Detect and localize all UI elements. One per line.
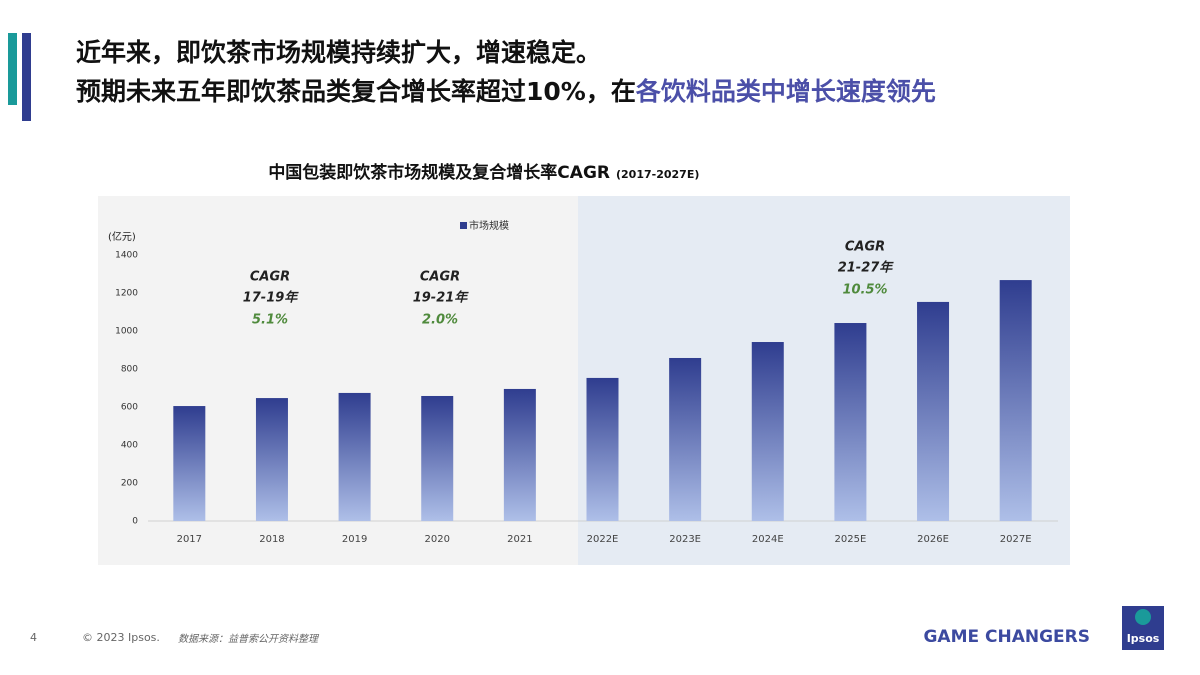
bar [173,406,206,521]
x-tick-label: 2024E [752,534,784,545]
x-tick-label: 2017 [177,534,202,545]
panel-forecast [578,196,1070,565]
bar [669,357,702,521]
headline: 近年来，即饮茶市场规模持续扩大，增速稳定。 [76,38,602,67]
bar [834,323,867,521]
annotation-label: CAGR [420,270,460,285]
x-tick-label: 2025E [835,534,867,545]
y-tick-label: 1000 [115,327,138,337]
logo-dot [1135,609,1151,625]
y-tick-label: 0 [132,517,138,527]
bar [751,342,784,521]
x-tick-label: 2020 [425,534,450,545]
headline-text: 预期未来五年即饮茶品类复合增长率超过10%，在 [76,77,636,106]
bar [999,280,1032,521]
x-tick-label: 2027E [1000,534,1032,545]
annotation-period: 19-21年 [413,290,470,306]
chart-subtitle: (2017-2027E) [616,168,699,181]
source: 数据来源：益普索公开资料整理 [178,633,320,645]
x-tick-label: 2021 [507,534,532,545]
headline: 预期未来五年即饮茶品类复合增长率超过10%，在各饮料品类中增长速度领先 [76,72,936,108]
x-tick-label: 2019 [342,534,367,545]
legend-swatch [460,222,467,229]
legend-label: 市场规模 [469,219,509,232]
headline-highlight: 各饮料品类中增长速度领先 [635,77,936,106]
copyright: © 2023 Ipsos. [82,631,160,644]
y-tick-label: 1400 [115,251,138,261]
x-tick-label: 2018 [259,534,284,545]
annotation-rate: 5.1% [252,313,288,328]
y-axis-label: (亿元) [108,230,136,243]
bar [421,395,454,521]
logo: Ipsos [1127,632,1160,645]
accent-bar [22,33,31,121]
bar [586,377,619,521]
x-tick-label: 2023E [669,534,701,545]
y-tick-label: 200 [121,479,138,489]
page-number: 4 [30,631,37,644]
x-tick-label: 2026E [917,534,949,545]
chart-title: 中国包装即饮茶市场规模及复合增长率CAGR [268,162,610,183]
y-tick-label: 1200 [115,289,138,299]
annotation-rate: 10.5% [842,283,887,298]
annotation-period: 21-27年 [838,260,895,276]
bar [503,388,536,521]
y-tick-label: 400 [121,441,138,451]
annotation-label: CAGR [845,240,885,255]
slogan: GAME CHANGERS [923,627,1090,647]
y-tick-label: 600 [121,403,138,413]
x-tick-label: 2022E [587,534,619,545]
annotation-rate: 2.0% [422,313,458,328]
bar [255,398,288,521]
bar [338,392,371,521]
annotation-period: 17-19年 [243,290,300,306]
annotation-label: CAGR [250,270,290,285]
bar [917,301,950,521]
accent-bar [8,33,17,105]
y-tick-label: 800 [121,365,138,375]
